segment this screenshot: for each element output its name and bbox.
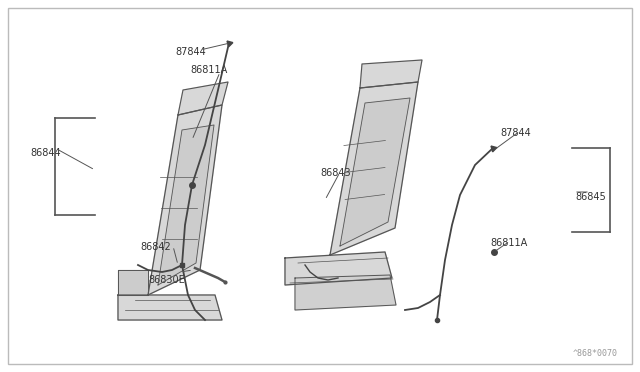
Text: ^868*0070: ^868*0070 — [573, 349, 618, 358]
Polygon shape — [148, 105, 222, 295]
Polygon shape — [118, 270, 148, 295]
Text: 86830E: 86830E — [148, 275, 185, 285]
Text: 86811A: 86811A — [190, 65, 227, 75]
Text: 86842: 86842 — [140, 242, 171, 252]
Text: 86843: 86843 — [320, 168, 351, 178]
Text: 86845: 86845 — [575, 192, 605, 202]
Polygon shape — [158, 125, 214, 285]
Polygon shape — [330, 82, 418, 255]
Polygon shape — [285, 252, 392, 285]
Text: 87844: 87844 — [500, 128, 531, 138]
Polygon shape — [118, 295, 222, 320]
Polygon shape — [295, 275, 396, 310]
Polygon shape — [178, 82, 228, 115]
Text: 87844: 87844 — [175, 47, 205, 57]
Text: 86844: 86844 — [30, 148, 61, 158]
Text: 86811A: 86811A — [490, 238, 527, 248]
Polygon shape — [360, 60, 422, 88]
Polygon shape — [340, 98, 410, 246]
